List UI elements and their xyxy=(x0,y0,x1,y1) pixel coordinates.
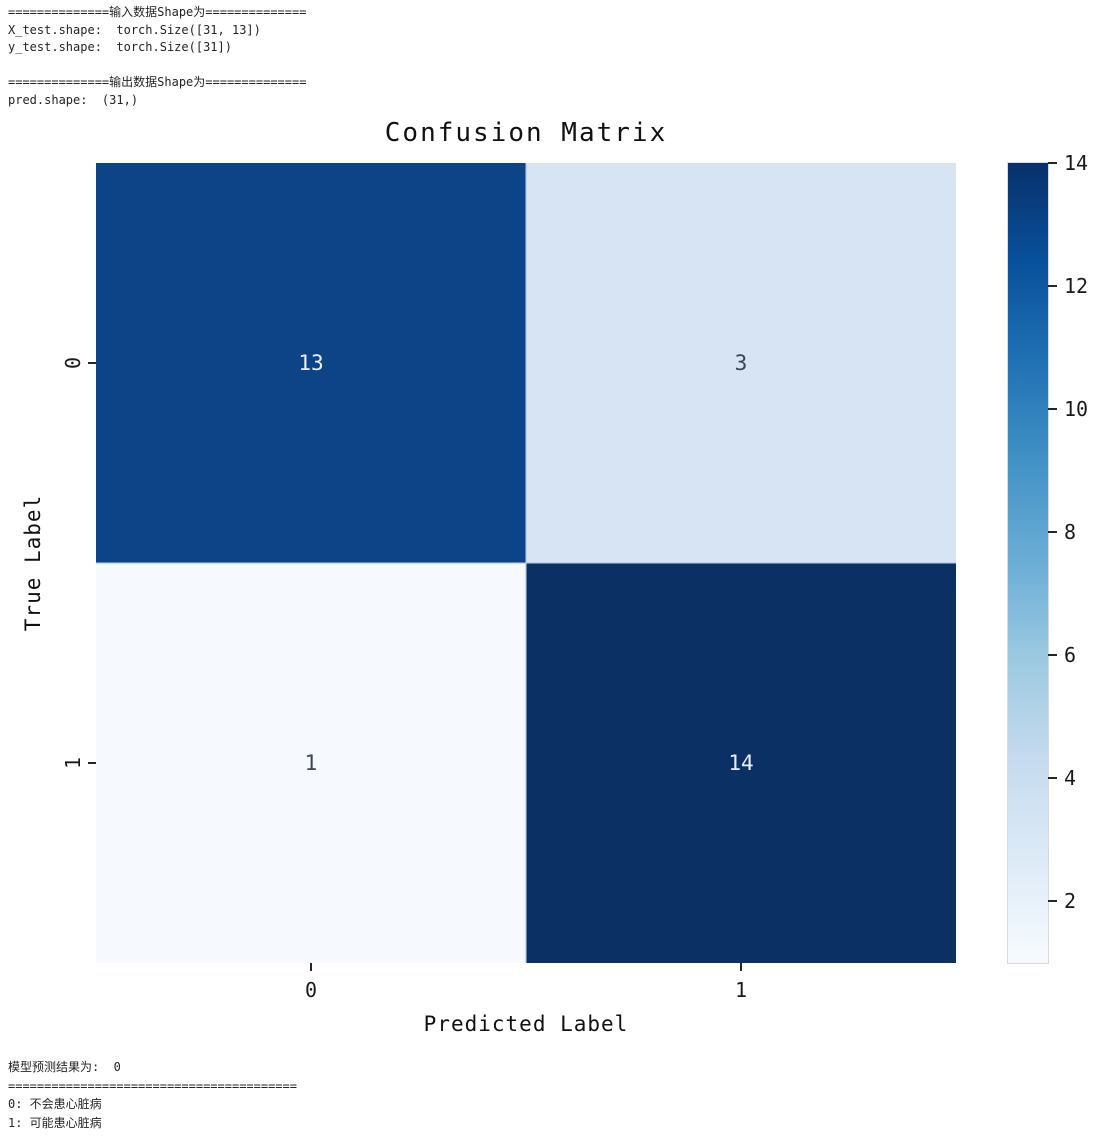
colorbar-gradient xyxy=(1007,162,1049,964)
cell-value: 1 xyxy=(304,751,318,775)
x-tick-label: 0 xyxy=(304,978,318,1002)
colorbar-tick: 2 xyxy=(1048,889,1076,913)
x-tick-mark xyxy=(740,963,742,971)
cell-value: 3 xyxy=(734,351,748,375)
heatmap-cell-true1-pred1: 14 xyxy=(526,563,956,963)
console-line: X_test.shape: torch.Size([31, 13]) xyxy=(8,22,261,37)
colorbar-tick-label: 8 xyxy=(1064,520,1077,545)
colorbar-tick-label: 4 xyxy=(1064,766,1077,791)
colorbar-tick: 6 xyxy=(1048,643,1076,667)
colorbar-tick-mark xyxy=(1048,285,1057,288)
console-line: 1: 可能患心脏病 xyxy=(8,1115,102,1130)
colorbar-tick-label: 12 xyxy=(1064,274,1089,299)
x-tick-mark xyxy=(310,963,312,971)
colorbar-tick: 10 xyxy=(1048,397,1088,421)
colorbar-tick-mark xyxy=(1048,654,1057,657)
colorbar-tick: 12 xyxy=(1048,274,1088,298)
y-axis-label: True Label xyxy=(21,494,45,632)
colorbar-tick-label: 10 xyxy=(1064,397,1089,422)
console-line: pred.shape: (31,) xyxy=(8,92,139,107)
y-tick-mark xyxy=(88,762,96,764)
console-output-bottom: 模型预测结果为: 0 =============================… xyxy=(8,1058,297,1132)
chart-title: Confusion Matrix xyxy=(384,118,668,148)
colorbar-tick: 4 xyxy=(1048,766,1076,790)
confusion-matrix-figure: Confusion Matrix 13 3 1 14 0 1 Predicted… xyxy=(21,118,1088,1036)
y-tick-label: 1 xyxy=(61,756,85,770)
console-line: 0: 不会患心脏病 xyxy=(8,1097,102,1111)
y-tick-label: 0 xyxy=(61,356,85,370)
colorbar-tick: 14 xyxy=(1048,151,1088,175)
colorbar-tick-mark xyxy=(1048,900,1057,903)
cell-value: 13 xyxy=(298,351,324,375)
colorbar-tick-mark xyxy=(1048,162,1057,164)
colorbar-tick-label: 2 xyxy=(1064,889,1077,914)
x-axis-label: Predicted Label xyxy=(423,1012,629,1036)
console-line: ======================================== xyxy=(8,1078,297,1093)
cell-divider-horizontal xyxy=(96,562,956,564)
console-line: y_test.shape: torch.Size([31]) xyxy=(8,40,232,54)
colorbar-tick-mark xyxy=(1048,777,1057,780)
colorbar-tick-mark xyxy=(1048,531,1057,534)
colorbar-tick-label: 6 xyxy=(1064,643,1077,668)
heatmap-cell-true0-pred1: 3 xyxy=(526,163,956,563)
heatmap-plot-area: 13 3 1 14 xyxy=(96,163,956,963)
console-line: ==============输入数据Shape为============== xyxy=(8,5,307,19)
console-line: ==============输出数据Shape为============== xyxy=(8,75,307,89)
colorbar-tick-label: 14 xyxy=(1064,151,1089,175)
heatmap-cell-true1-pred0: 1 xyxy=(96,563,526,963)
y-tick-mark xyxy=(88,362,96,364)
console-line: 模型预测结果为: 0 xyxy=(8,1060,121,1074)
console-output-top: ==============输入数据Shape为============== X… xyxy=(8,4,306,109)
heatmap-cell-true0-pred0: 13 xyxy=(96,163,526,563)
colorbar: 2 4 6 8 10 12 14 xyxy=(1007,151,1088,964)
colorbar-tick-mark xyxy=(1048,408,1057,411)
cell-value: 14 xyxy=(728,751,754,775)
colorbar-ticks: 2 4 6 8 10 12 14 xyxy=(1008,151,1088,963)
colorbar-tick: 8 xyxy=(1048,520,1076,544)
x-tick-label: 1 xyxy=(734,978,748,1002)
